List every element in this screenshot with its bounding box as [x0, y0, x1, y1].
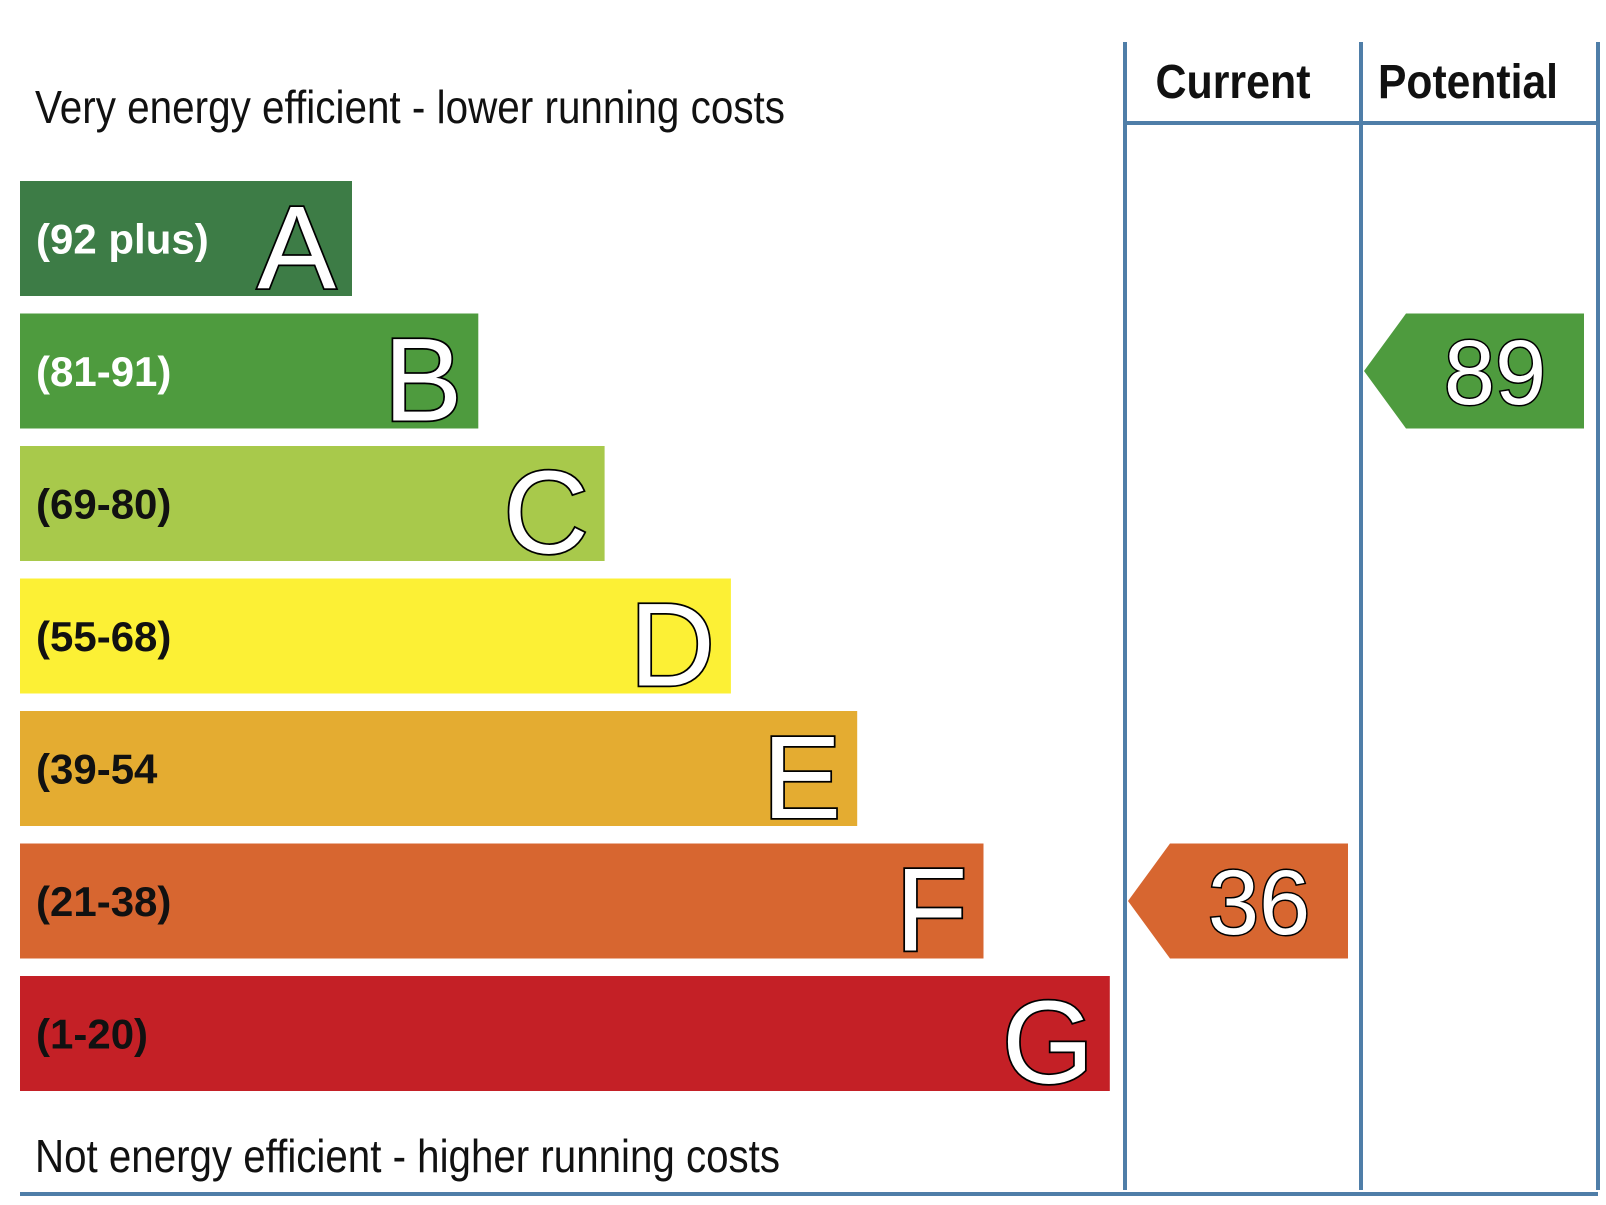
band-b-letter: B — [384, 315, 463, 447]
band-c-range: (69-80) — [36, 481, 171, 528]
band-e-letter: E — [762, 712, 841, 844]
band-d-range: (55-68) — [36, 613, 171, 660]
bottom-caption: Not energy efficient - higher running co… — [35, 1130, 780, 1182]
band-f-bar — [20, 843, 984, 959]
current-rating-value: 36 — [1208, 852, 1310, 954]
band-a-letter: A — [257, 182, 336, 314]
band-c-letter: C — [503, 447, 588, 579]
band-b-bar — [20, 313, 479, 429]
band-b-range: (81-91) — [36, 348, 171, 395]
band-d-letter: D — [630, 580, 715, 712]
band-a-range: (92 plus) — [36, 216, 209, 263]
band-g-bar — [20, 976, 1110, 1091]
current-rating-arrow — [1128, 843, 1348, 959]
band-f-range: (21-38) — [36, 878, 171, 925]
potential-rating-value: 89 — [1444, 322, 1546, 424]
band-d-bar — [20, 578, 731, 694]
potential-rating-arrow — [1364, 313, 1584, 429]
band-a-bar — [20, 181, 352, 296]
band-c-bar — [20, 446, 605, 561]
band-f-letter: F — [895, 845, 967, 977]
band-g-range: (1-20) — [36, 1011, 148, 1058]
band-e-range: (39-54 — [36, 746, 158, 793]
column-header-current: Current — [1156, 56, 1311, 109]
column-header-potential: Potential — [1378, 56, 1558, 109]
rating-bands: (92 plus) A (81-91) B (69-80) C (55-68) D (39-54… — [20, 180, 1110, 1111]
band-g-letter: G — [1002, 977, 1094, 1109]
top-caption: Very energy efficient - lower running co… — [35, 81, 785, 133]
band-e-bar — [20, 711, 858, 826]
rating-markers: 36 89 — [1128, 313, 1584, 959]
